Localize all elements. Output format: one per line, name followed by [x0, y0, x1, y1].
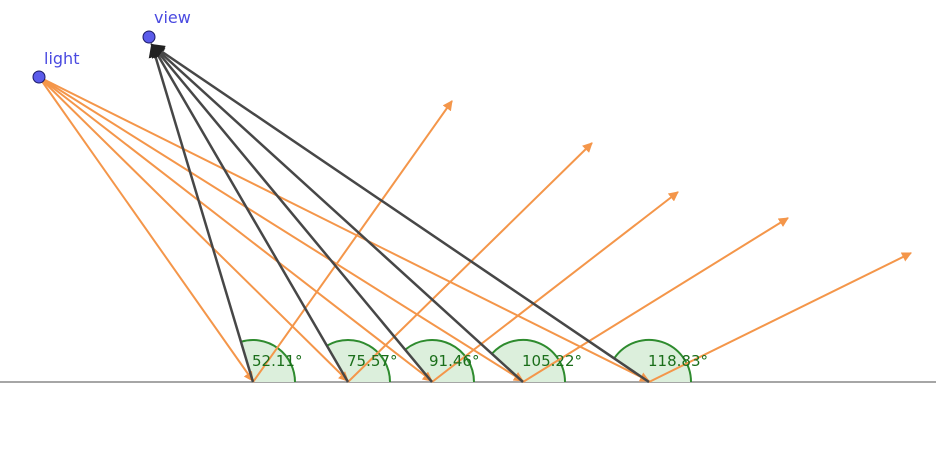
view-line-4: [150, 43, 524, 383]
incident-ray-2: [38, 76, 349, 382]
angle-arc-stroke-2: [326, 338, 391, 383]
angle-label-1: 52.11°: [252, 352, 302, 370]
reflected-ray-4: [522, 217, 789, 383]
light-point-group[interactable]: light: [32, 49, 79, 84]
incident-ray-5: [38, 76, 650, 382]
incident-ray-3: [38, 76, 433, 382]
view-line-5: [150, 43, 650, 384]
reflected-ray-1: [252, 100, 453, 383]
angle-label-2: 75.57°: [347, 352, 397, 370]
angle-label-4: 105.22°: [522, 352, 582, 370]
view-point[interactable]: [142, 30, 156, 44]
view-lines: [148, 43, 650, 384]
angle-arc-4: [492, 339, 565, 382]
view-point-group[interactable]: view: [142, 8, 191, 44]
angle-label-5: 118.83°: [648, 352, 708, 370]
reflected-ray-3: [431, 191, 679, 383]
reflected-ray-5: [648, 252, 912, 383]
angle-labels: 52.11° 75.57° 91.46° 105.22° 118.83°: [252, 352, 708, 370]
light-point-label: light: [44, 49, 79, 68]
incident-ray-1: [38, 76, 254, 382]
incident-ray-4: [38, 76, 524, 382]
incident-rays: [38, 76, 650, 382]
view-line-3: [150, 43, 433, 383]
angle-arc-stroke-4: [491, 339, 567, 383]
view-point-label: view: [154, 8, 191, 27]
reflected-ray-2: [347, 142, 593, 383]
light-point[interactable]: [32, 70, 46, 84]
angle-arc-stroke-5: [613, 338, 693, 383]
view-line-2: [150, 43, 350, 383]
angle-label-3: 91.46°: [429, 352, 479, 370]
angle-arc-3: [405, 340, 474, 382]
reflected-rays: [252, 100, 912, 383]
view-line-1: [148, 43, 255, 383]
angle-arc-stroke-3: [404, 339, 475, 383]
